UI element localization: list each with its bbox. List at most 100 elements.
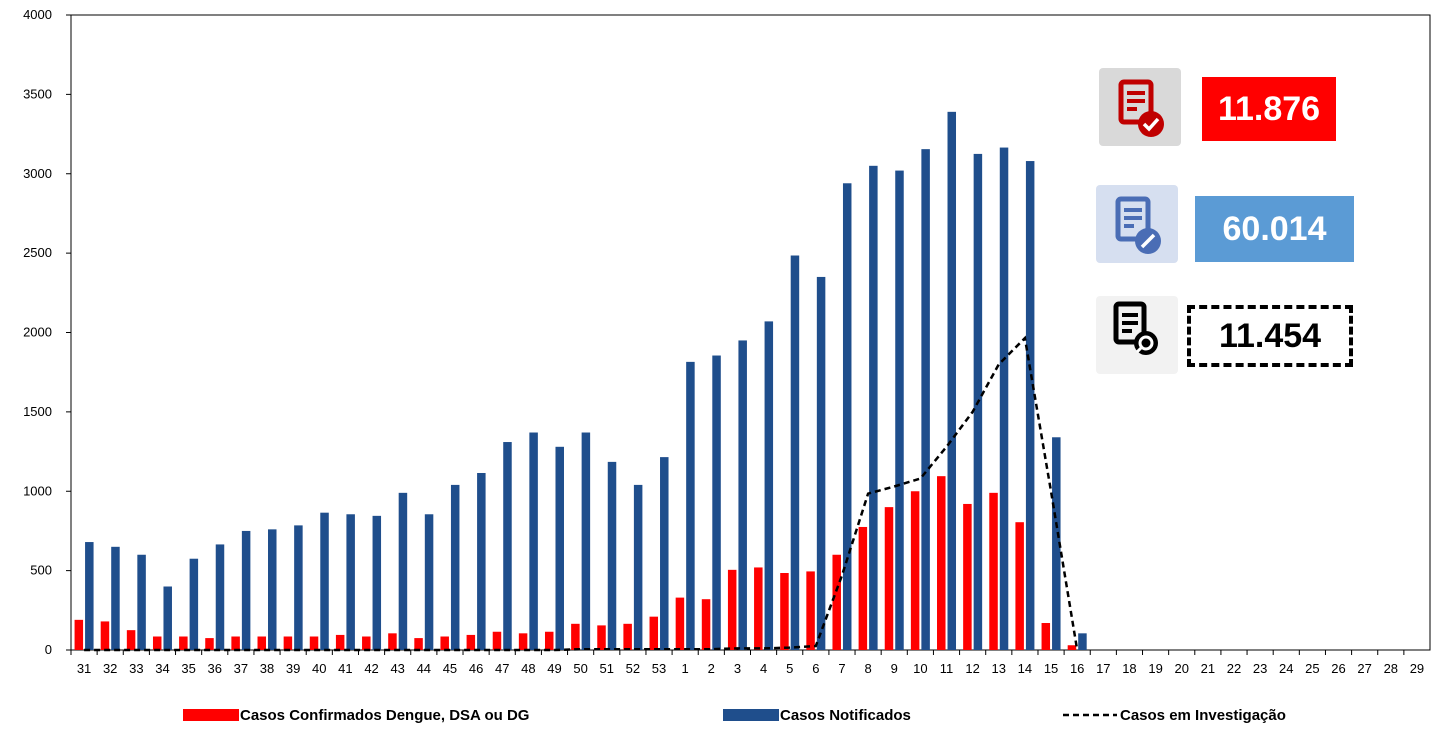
legend: Casos Confirmados Dengue, DSA ou DG Casos… bbox=[183, 707, 1286, 724]
notified-bar bbox=[633, 484, 643, 650]
x-tick-label: 35 bbox=[181, 661, 195, 676]
x-tick-label: 47 bbox=[495, 661, 509, 676]
x-tick-label: 36 bbox=[208, 661, 222, 676]
x-tick-label: 17 bbox=[1096, 661, 1110, 676]
notified-bar bbox=[738, 340, 747, 650]
x-tick-label: 49 bbox=[547, 661, 561, 676]
confirmed-bar bbox=[544, 631, 554, 650]
notified-bar bbox=[1052, 437, 1061, 650]
x-tick-label: 6 bbox=[812, 661, 819, 676]
investigation-series-line bbox=[84, 335, 1079, 652]
x-tick-label: 48 bbox=[521, 661, 535, 676]
x-tick-label: 53 bbox=[652, 661, 666, 676]
x-tick-label: 39 bbox=[286, 661, 300, 676]
x-tick-label: 29 bbox=[1410, 661, 1424, 676]
confirmed-bar bbox=[727, 569, 737, 650]
notified-bar bbox=[712, 355, 721, 650]
x-tick-label: 22 bbox=[1227, 661, 1241, 676]
x-tick-label: 1 bbox=[682, 661, 689, 676]
notified-bar bbox=[555, 446, 564, 650]
confirmed-bar bbox=[597, 625, 606, 650]
notified-bar bbox=[450, 484, 460, 650]
notified-bar bbox=[137, 554, 146, 650]
legend-label: Casos Notificados bbox=[780, 707, 911, 724]
notified-bar bbox=[241, 530, 251, 650]
x-tick-label: 32 bbox=[103, 661, 117, 676]
x-tick-label: 28 bbox=[1384, 661, 1398, 676]
legend-swatch bbox=[183, 709, 239, 721]
notified-bar bbox=[398, 492, 408, 650]
x-tick-label: 3 bbox=[734, 661, 741, 676]
x-tick-label: 26 bbox=[1331, 661, 1345, 676]
document-check-icon bbox=[1099, 68, 1181, 146]
notified-bar bbox=[424, 514, 434, 650]
confirmed-bar bbox=[283, 636, 293, 650]
confirmed-bar bbox=[649, 616, 659, 650]
y-tick-label: 4000 bbox=[23, 7, 52, 22]
confirmed-bar bbox=[414, 638, 423, 650]
notified-bar bbox=[1078, 633, 1087, 650]
confirmed-bar bbox=[362, 636, 371, 650]
confirmed-bar bbox=[518, 633, 528, 650]
x-tick-label: 41 bbox=[338, 661, 352, 676]
y-tick-label: 1000 bbox=[23, 483, 52, 498]
x-tick-label: 50 bbox=[573, 661, 587, 676]
confirmed-bar bbox=[231, 636, 240, 650]
x-tick-label: 20 bbox=[1174, 661, 1188, 676]
confirmed-bar bbox=[440, 636, 449, 650]
confirmed-total: 11.876 bbox=[1202, 77, 1336, 141]
confirmed-bar bbox=[937, 476, 946, 650]
x-tick-label: 52 bbox=[626, 661, 640, 676]
notified-bar bbox=[503, 442, 512, 650]
notified-bar bbox=[764, 321, 774, 650]
x-tick-label: 40 bbox=[312, 661, 326, 676]
document-edit-icon bbox=[1096, 185, 1178, 263]
y-tick-label: 0 bbox=[45, 642, 52, 657]
x-tick-label: 38 bbox=[260, 661, 274, 676]
notified-bar bbox=[947, 111, 957, 650]
notified-bar bbox=[268, 529, 277, 650]
x-tick-label: 46 bbox=[469, 661, 483, 676]
confirmed-bar bbox=[466, 634, 476, 650]
x-tick-label: 51 bbox=[600, 661, 614, 676]
y-axis: 0 500 1000 1500 2000 2500 3000 3500 4000 bbox=[23, 7, 71, 657]
confirmed-bar bbox=[780, 573, 789, 650]
confirmed-bar bbox=[257, 636, 267, 650]
x-tick-label: 33 bbox=[129, 661, 143, 676]
y-tick-label: 2000 bbox=[23, 325, 52, 340]
notified-bar bbox=[85, 542, 94, 650]
confirmed-bar bbox=[179, 636, 188, 650]
notified-bar bbox=[163, 586, 172, 650]
x-tick-label: 16 bbox=[1070, 661, 1084, 676]
notified-bar bbox=[320, 512, 329, 650]
x-tick-label: 23 bbox=[1253, 661, 1267, 676]
confirmed-bar bbox=[74, 619, 84, 650]
notified-bar bbox=[294, 525, 303, 650]
notified-bar bbox=[869, 165, 878, 650]
notified-total: 60.014 bbox=[1195, 196, 1354, 262]
notified-bar bbox=[686, 361, 695, 650]
x-tick-label: 42 bbox=[364, 661, 378, 676]
x-tick-label: 10 bbox=[913, 661, 927, 676]
x-tick-label: 24 bbox=[1279, 661, 1293, 676]
confirmed-bar bbox=[309, 636, 319, 650]
notified-bar bbox=[895, 170, 904, 650]
legend-label: Casos Confirmados Dengue, DSA ou DG bbox=[240, 707, 529, 724]
notified-bar bbox=[189, 558, 199, 650]
x-tick-label: 12 bbox=[965, 661, 979, 676]
x-tick-label: 21 bbox=[1201, 661, 1215, 676]
notified-bar bbox=[372, 515, 382, 650]
bars bbox=[74, 111, 1087, 651]
x-tick-label: 37 bbox=[234, 661, 248, 676]
confirmed-bar bbox=[492, 631, 502, 650]
x-tick-label: 8 bbox=[864, 661, 871, 676]
confirmed-bar bbox=[910, 491, 920, 650]
notified-bar bbox=[816, 276, 826, 650]
confirmed-bar bbox=[806, 571, 815, 650]
confirmed-bar bbox=[858, 526, 868, 650]
confirmed-bar bbox=[989, 492, 998, 650]
y-tick-label: 2500 bbox=[23, 245, 52, 260]
notified-bar bbox=[921, 149, 930, 651]
notified-bar bbox=[999, 147, 1009, 650]
x-tick-label: 9 bbox=[891, 661, 898, 676]
